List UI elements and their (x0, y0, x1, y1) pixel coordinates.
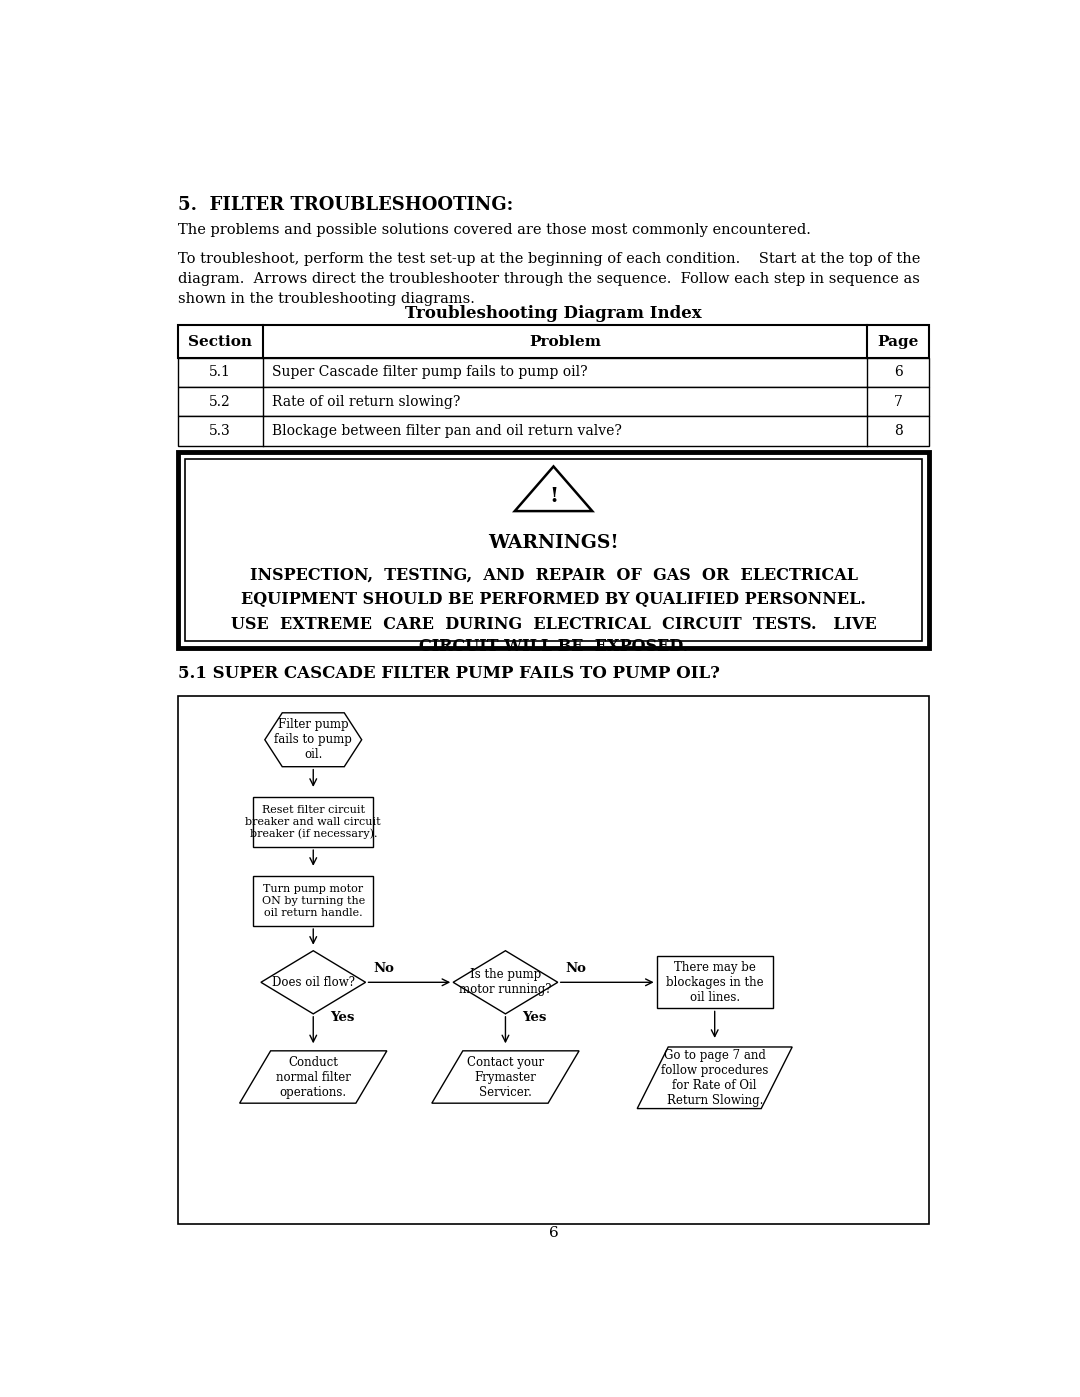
Text: Yes: Yes (330, 1011, 354, 1024)
Text: No: No (566, 961, 586, 975)
Text: 5.3: 5.3 (210, 423, 231, 439)
Text: CIRCUIT WILL BE  EXPOSED.: CIRCUIT WILL BE EXPOSED. (419, 638, 688, 655)
Bar (253, 876, 374, 926)
Text: Rate of oil return slowing?: Rate of oil return slowing? (272, 395, 460, 409)
Text: Reset filter circuit
breaker and wall circuit
breaker (if necessary).: Reset filter circuit breaker and wall ci… (245, 805, 381, 840)
Text: Problem: Problem (529, 335, 602, 349)
Text: USE  EXTREME  CARE  DURING  ELECTRICAL  CIRCUIT  TESTS.   LIVE: USE EXTREME CARE DURING ELECTRICAL CIRCU… (231, 616, 876, 633)
Text: The problems and possible solutions covered are those most commonly encountered.: The problems and possible solutions cove… (177, 224, 810, 237)
Text: INSPECTION,  TESTING,  AND  REPAIR  OF  GAS  OR  ELECTRICAL: INSPECTION, TESTING, AND REPAIR OF GAS O… (249, 566, 858, 584)
Bar (177, 451, 930, 648)
Text: 5.2: 5.2 (210, 395, 231, 409)
Text: 6: 6 (549, 1227, 558, 1241)
Text: EQUIPMENT SHOULD BE PERFORMED BY QUALIFIED PERSONNEL.: EQUIPMENT SHOULD BE PERFORMED BY QUALIFI… (241, 591, 866, 608)
Text: Yes: Yes (523, 1011, 546, 1024)
Polygon shape (515, 467, 592, 511)
Text: There may be
blockages in the
oil lines.: There may be blockages in the oil lines. (666, 961, 764, 1004)
Text: Page: Page (878, 335, 919, 349)
Text: !: ! (549, 486, 558, 506)
Text: Contact your
Frymaster
Servicer.: Contact your Frymaster Servicer. (467, 1056, 544, 1098)
Text: 5.1: 5.1 (210, 366, 231, 380)
Text: Troubleshooting Diagram Index: Troubleshooting Diagram Index (405, 306, 702, 323)
Polygon shape (261, 951, 365, 1014)
Polygon shape (265, 712, 362, 767)
Text: 6: 6 (894, 366, 903, 380)
Text: 8: 8 (894, 423, 903, 439)
Polygon shape (240, 1051, 387, 1104)
Bar (177, 358, 930, 387)
Polygon shape (454, 951, 557, 1014)
Text: WARNINGS!: WARNINGS! (488, 534, 619, 552)
Text: No: No (374, 961, 394, 975)
Text: Filter pump
fails to pump
oil.: Filter pump fails to pump oil. (274, 718, 352, 761)
Text: 5.1 SUPER CASCADE FILTER PUMP FAILS TO PUMP OIL?: 5.1 SUPER CASCADE FILTER PUMP FAILS TO P… (177, 665, 719, 682)
Text: Conduct
normal filter
operations.: Conduct normal filter operations. (275, 1056, 351, 1098)
Text: Section: Section (188, 335, 253, 349)
Text: 7: 7 (894, 395, 903, 409)
Bar (177, 696, 930, 1224)
Bar (185, 458, 922, 641)
Text: Turn pump motor
ON by turning the
oil return handle.: Turn pump motor ON by turning the oil re… (261, 884, 365, 918)
Polygon shape (432, 1051, 579, 1104)
Bar (657, 956, 773, 1009)
Text: Is the pump
motor running?: Is the pump motor running? (459, 968, 552, 996)
Text: To troubleshoot, perform the test set-up at the beginning of each condition.    : To troubleshoot, perform the test set-up… (177, 251, 920, 306)
Bar (253, 798, 374, 847)
Text: Does oil flow?: Does oil flow? (272, 975, 354, 989)
Text: Go to page 7 and
follow procedures
for Rate of Oil
Return Slowing.: Go to page 7 and follow procedures for R… (661, 1049, 768, 1106)
Text: 5.  FILTER TROUBLESHOOTING:: 5. FILTER TROUBLESHOOTING: (177, 196, 513, 214)
Text: Super Cascade filter pump fails to pump oil?: Super Cascade filter pump fails to pump … (272, 366, 588, 380)
Polygon shape (637, 1046, 793, 1109)
Text: Blockage between filter pan and oil return valve?: Blockage between filter pan and oil retu… (272, 423, 622, 439)
Bar (177, 387, 930, 416)
Bar (177, 326, 930, 358)
Bar (177, 416, 930, 446)
